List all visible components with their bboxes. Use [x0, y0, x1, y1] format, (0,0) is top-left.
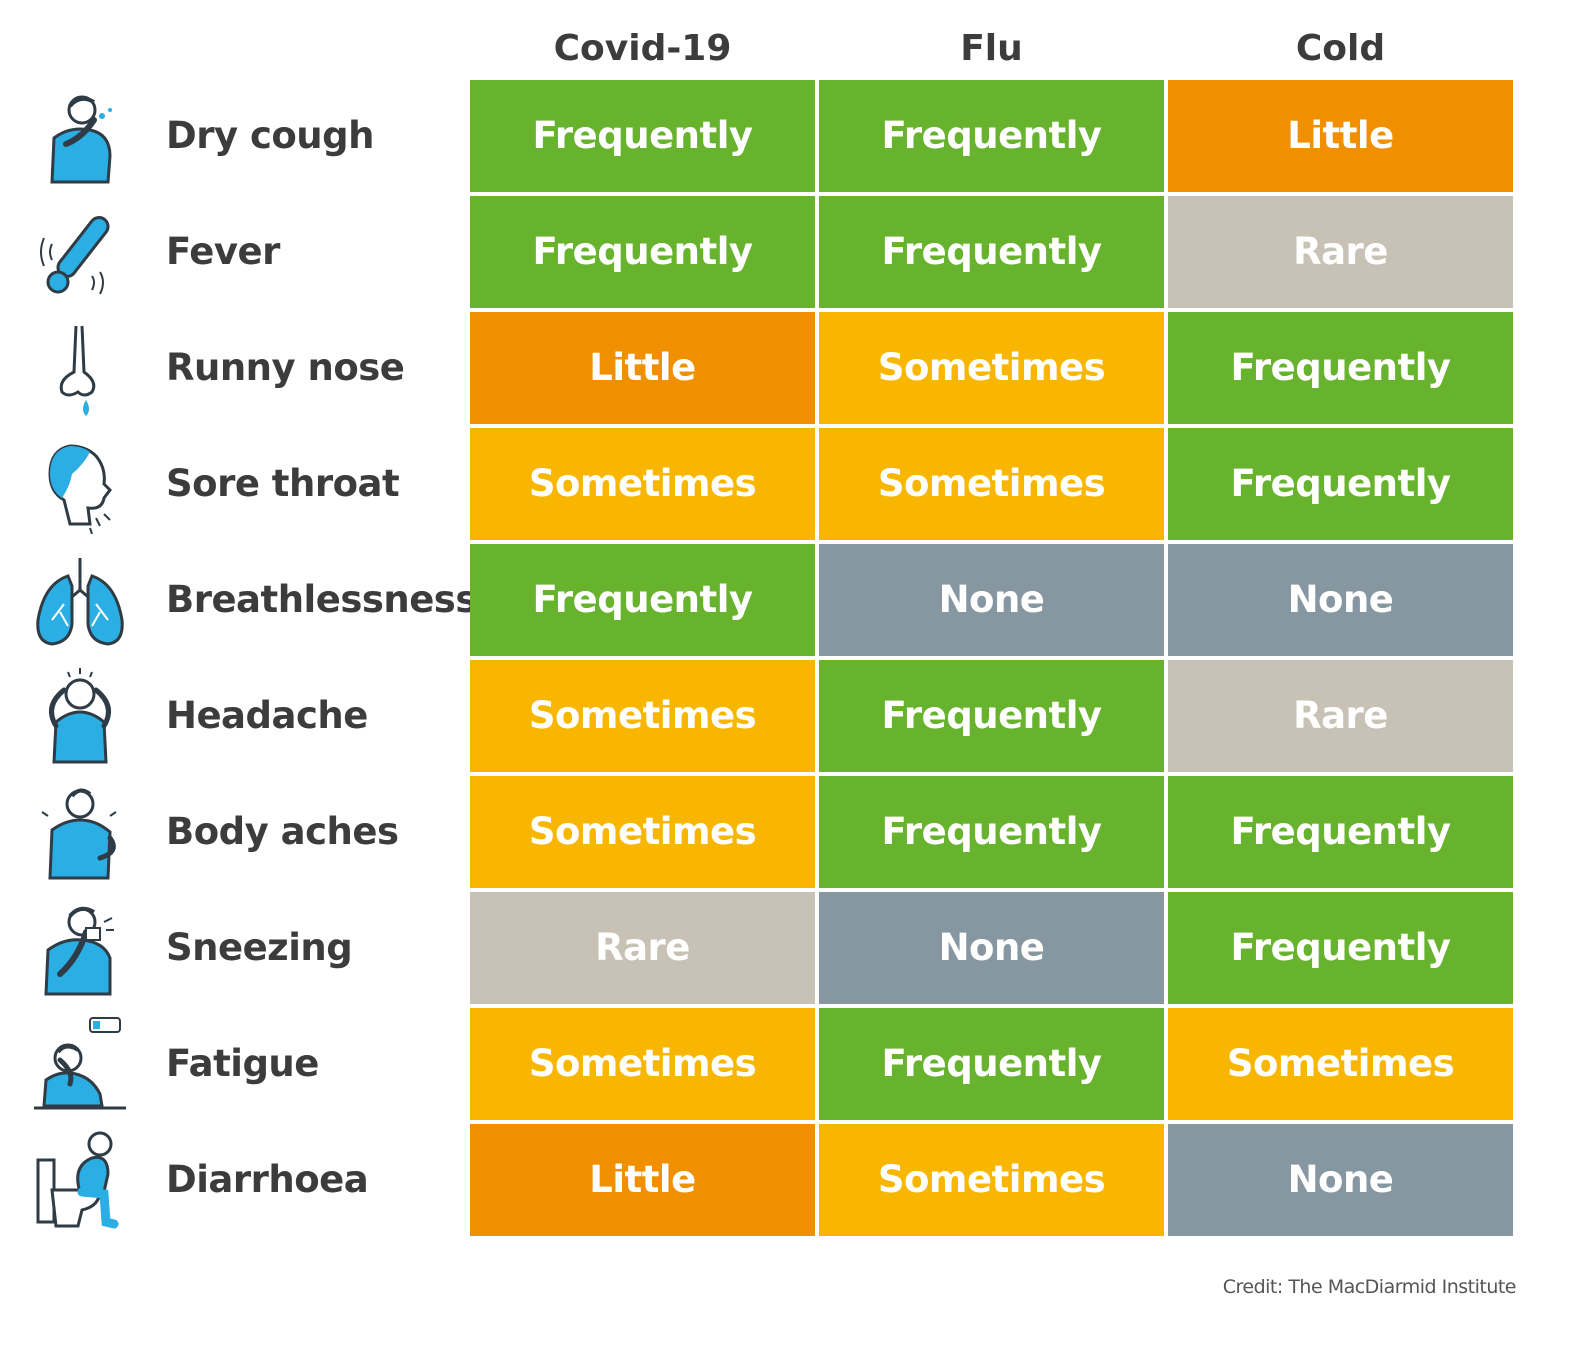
cell-fatigue-covid-19: Sometimes	[470, 1008, 815, 1120]
cell-diarrhoea-covid-19: Little	[470, 1124, 815, 1236]
cell-sore-throat-covid-19: Sometimes	[470, 428, 815, 540]
symptom-label: Dry cough	[166, 114, 374, 157]
column-header-flu: Flu	[960, 28, 1023, 69]
symptom-label: Body aches	[166, 810, 399, 853]
symptom-label: Sore throat	[166, 462, 400, 505]
cell-runny-nose-cold: Frequently	[1168, 312, 1513, 424]
symptom-label: Runny nose	[166, 346, 405, 389]
cell-breathlessness-covid-19: Frequently	[470, 544, 815, 656]
cell-fever-covid-19: Frequently	[470, 196, 815, 308]
cell-sneezing-cold: Frequently	[1168, 892, 1513, 1004]
cell-sore-throat-cold: Frequently	[1168, 428, 1513, 540]
column-header-covid: Covid-19	[553, 28, 732, 69]
cell-sneezing-flu: None	[819, 892, 1164, 1004]
symptom-label: Breathlessness	[166, 578, 477, 621]
cell-sneezing-covid-19: Rare	[470, 892, 815, 1004]
headache-person-icon	[30, 666, 130, 766]
cell-fatigue-flu: Frequently	[819, 1008, 1164, 1120]
symptom-label: Diarrhoea	[166, 1158, 369, 1201]
person-on-toilet-icon	[30, 1130, 130, 1230]
cell-dry-cough-covid-19: Frequently	[470, 80, 815, 192]
cell-body-aches-cold: Frequently	[1168, 776, 1513, 888]
cell-breathlessness-flu: None	[819, 544, 1164, 656]
symptom-label: Fatigue	[166, 1042, 319, 1085]
cell-body-aches-flu: Frequently	[819, 776, 1164, 888]
back-pain-person-icon	[30, 782, 130, 882]
runny-nose-icon	[30, 318, 130, 418]
cell-body-aches-covid-19: Sometimes	[470, 776, 815, 888]
cell-fatigue-cold: Sometimes	[1168, 1008, 1513, 1120]
cell-breathlessness-cold: None	[1168, 544, 1513, 656]
cell-headache-covid-19: Sometimes	[470, 660, 815, 772]
symptom-label: Fever	[166, 230, 280, 273]
cell-runny-nose-covid-19: Little	[470, 312, 815, 424]
cell-headache-cold: Rare	[1168, 660, 1513, 772]
column-header-cold: Cold	[1295, 28, 1386, 69]
thermometer-icon	[30, 202, 130, 302]
cell-dry-cough-flu: Frequently	[819, 80, 1164, 192]
cell-sore-throat-flu: Sometimes	[819, 428, 1164, 540]
cell-headache-flu: Frequently	[819, 660, 1164, 772]
symptom-label: Sneezing	[166, 926, 353, 969]
tired-person-icon	[30, 1014, 130, 1114]
coughing-person-icon	[30, 86, 130, 186]
cell-diarrhoea-flu: Sometimes	[819, 1124, 1164, 1236]
cell-runny-nose-flu: Sometimes	[819, 312, 1164, 424]
cell-fever-flu: Frequently	[819, 196, 1164, 308]
cell-fever-cold: Rare	[1168, 196, 1513, 308]
symptom-label: Headache	[166, 694, 368, 737]
credit-text: Credit: The MacDiarmid Institute	[1222, 1276, 1517, 1298]
cell-diarrhoea-cold: None	[1168, 1124, 1513, 1236]
sore-throat-head-icon	[30, 434, 130, 535]
lungs-icon	[30, 550, 130, 650]
cell-dry-cough-cold: Little	[1168, 80, 1513, 192]
sneezing-person-icon	[30, 898, 130, 998]
